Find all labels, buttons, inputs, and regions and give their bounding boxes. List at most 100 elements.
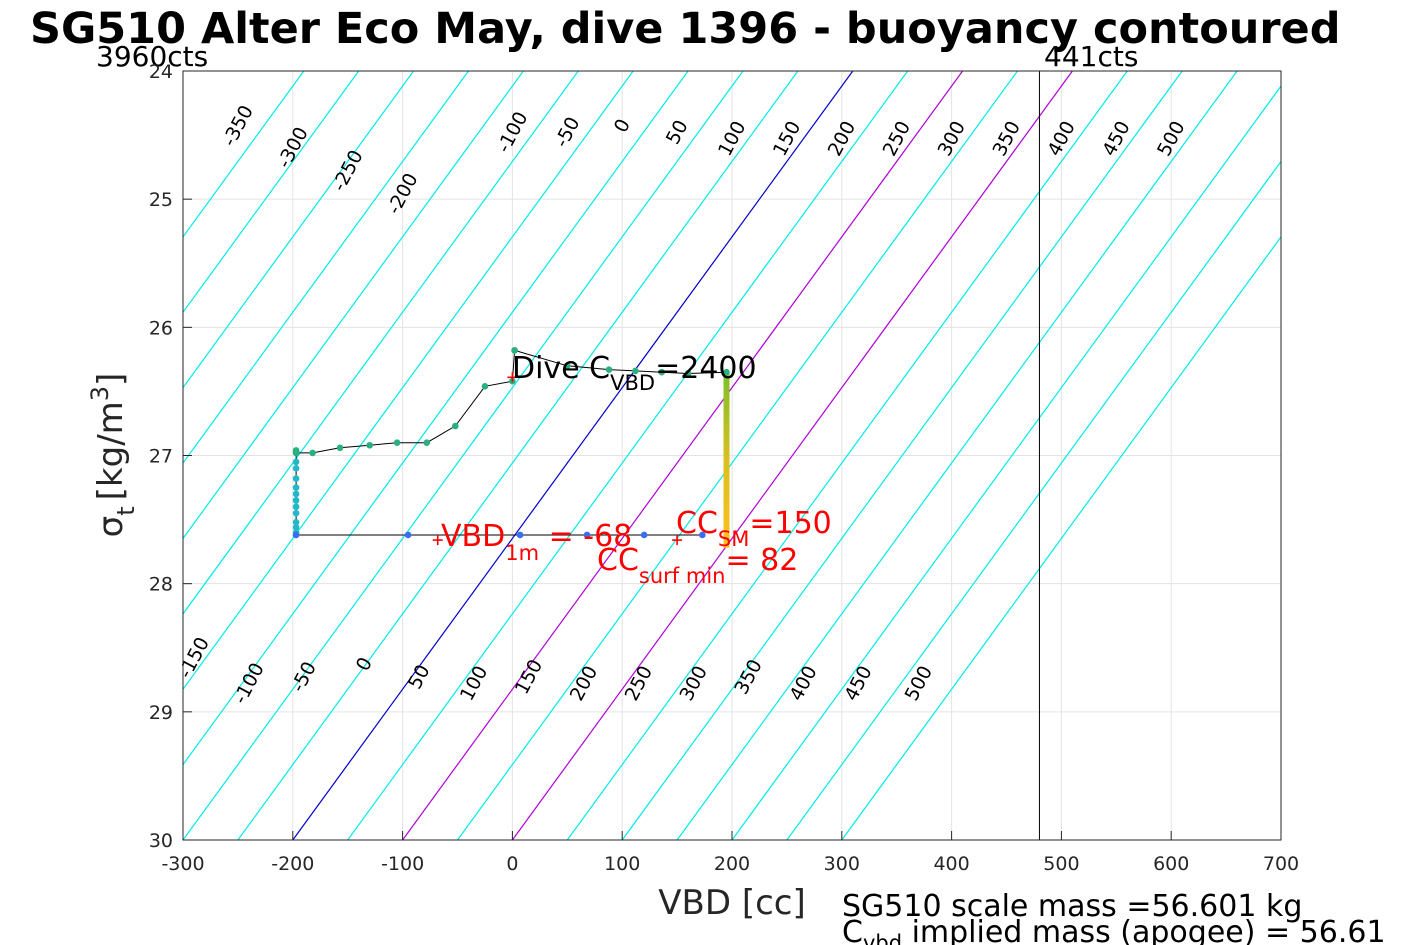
contour-line <box>237 71 799 840</box>
buoyancy-contours <box>183 71 1281 840</box>
contour-line <box>183 71 524 540</box>
y-tick-label: 26 <box>149 317 173 339</box>
lower-data-point <box>583 531 591 539</box>
contour-line <box>183 71 415 389</box>
upper-data-point <box>366 441 373 449</box>
contour-label: 250 <box>621 662 657 704</box>
contour-line <box>347 71 909 840</box>
upper-trace-line <box>295 350 516 454</box>
y-tick-label: 28 <box>149 574 173 596</box>
contour-line <box>511 71 1073 840</box>
top-data-point <box>632 367 639 375</box>
left-counts-label: 3960cts <box>96 40 209 73</box>
contour-label: 150 <box>769 118 805 160</box>
cc-vertical-bar <box>723 372 730 548</box>
x-tick-label: 300 <box>824 853 860 875</box>
contour-label: 500 <box>901 662 937 704</box>
contour-label: 300 <box>934 118 970 160</box>
contour-line <box>183 71 305 238</box>
contour-label: 0 <box>352 654 377 675</box>
right-counts-label: 441cts <box>1044 40 1139 73</box>
grid-lines <box>182 70 1282 841</box>
top-data-point <box>658 368 666 376</box>
x-tick-label: 400 <box>933 853 969 875</box>
contour-line <box>183 71 579 615</box>
lower-data-point <box>699 531 706 539</box>
contour-label: 400 <box>785 662 821 704</box>
y-tick-label: 24 <box>149 61 173 83</box>
x-tick-label: 600 <box>1153 853 1189 875</box>
stack-data-point <box>292 490 300 498</box>
y-tick-label: 25 <box>149 189 173 211</box>
implied-mass-text: Cvbd implied mass (apogee) = 56.61 <box>842 915 1386 945</box>
dive-cvbd-annotation: Dive CVBD=2400 <box>512 351 757 395</box>
contour-label: 200 <box>566 662 602 704</box>
x-axis-label: VBD [cc] <box>658 883 806 923</box>
contour-line <box>183 71 744 840</box>
stack-data-point <box>292 497 300 504</box>
y-tick-label: 30 <box>149 830 173 852</box>
contour-line <box>786 160 1281 840</box>
x-tick-label: -200 <box>271 853 314 875</box>
stack-data-point <box>292 475 300 482</box>
contour-line <box>457 71 1018 840</box>
lower-data-point <box>292 531 300 539</box>
contour-label: -300 <box>273 123 313 171</box>
top-data-point <box>564 362 571 370</box>
contour-label: 100 <box>456 662 492 704</box>
contour-label: 500 <box>1153 118 1189 160</box>
x-tick-label: 500 <box>1043 853 1079 875</box>
contour-line <box>731 85 1281 840</box>
contour-label: -100 <box>493 108 533 156</box>
stack-data-point <box>292 503 300 511</box>
stack-data-point <box>292 518 300 526</box>
top-data-point <box>684 370 692 377</box>
contour-line <box>292 71 854 840</box>
contour-label: 350 <box>988 118 1024 160</box>
contour-label: 300 <box>676 662 712 704</box>
upper-data-point <box>336 444 344 452</box>
contour-label: 400 <box>1043 118 1079 160</box>
contour-label: 200 <box>824 118 860 160</box>
y-tick-label: 29 <box>149 702 173 724</box>
upper-data-point <box>393 439 401 446</box>
contour-label: 350 <box>730 656 766 698</box>
contour-line <box>183 71 634 691</box>
contour-label: 450 <box>840 662 876 704</box>
x-tick-label: 0 <box>506 853 518 875</box>
x-axis-ticks: -300 -200 -100 0 100 200 300 400 500 600 700 <box>161 831 1299 875</box>
upper-data-point <box>423 439 431 446</box>
x-tick-label: 100 <box>604 853 640 875</box>
x-tick-label: 700 <box>1263 853 1299 875</box>
contour-label: 450 <box>1098 118 1134 160</box>
stack-data-point <box>292 458 300 466</box>
lower-data-point <box>516 531 524 539</box>
chart-title: SG510 Alter Eco May, dive 1396 - buoyanc… <box>30 4 1341 54</box>
y-axis-label: σt[kg/m3] <box>86 373 140 538</box>
stack-data-point <box>292 509 300 517</box>
y-tick-label: 27 <box>149 446 173 468</box>
contour-label: 100 <box>714 118 750 160</box>
dive-series <box>292 347 730 548</box>
contour-line <box>841 235 1281 840</box>
cc-surf-min-annotation: CCsurf min= 82 <box>597 543 798 588</box>
contour-label: -150 <box>174 634 214 682</box>
contour-label: -200 <box>383 170 423 218</box>
contour-label: 50 <box>404 661 435 693</box>
upper-data-point <box>309 449 316 457</box>
contour-label: -100 <box>229 659 269 707</box>
vbd-1m-annotation: VBD1m = -68 <box>441 519 632 565</box>
y-axis-ticks: 24 25 26 27 28 29 30 <box>149 61 192 852</box>
contour-line <box>402 71 964 840</box>
stack-data-point <box>292 484 300 491</box>
contour-line <box>183 71 689 766</box>
contour-line <box>621 71 1183 840</box>
contour-label: 250 <box>879 118 915 160</box>
x-tick-label: -300 <box>161 853 204 875</box>
top-data-point <box>605 366 613 373</box>
top-data-point <box>511 347 518 354</box>
top-data-point <box>723 368 730 376</box>
stack-data-point <box>292 523 300 531</box>
stack-data-point <box>292 465 300 472</box>
